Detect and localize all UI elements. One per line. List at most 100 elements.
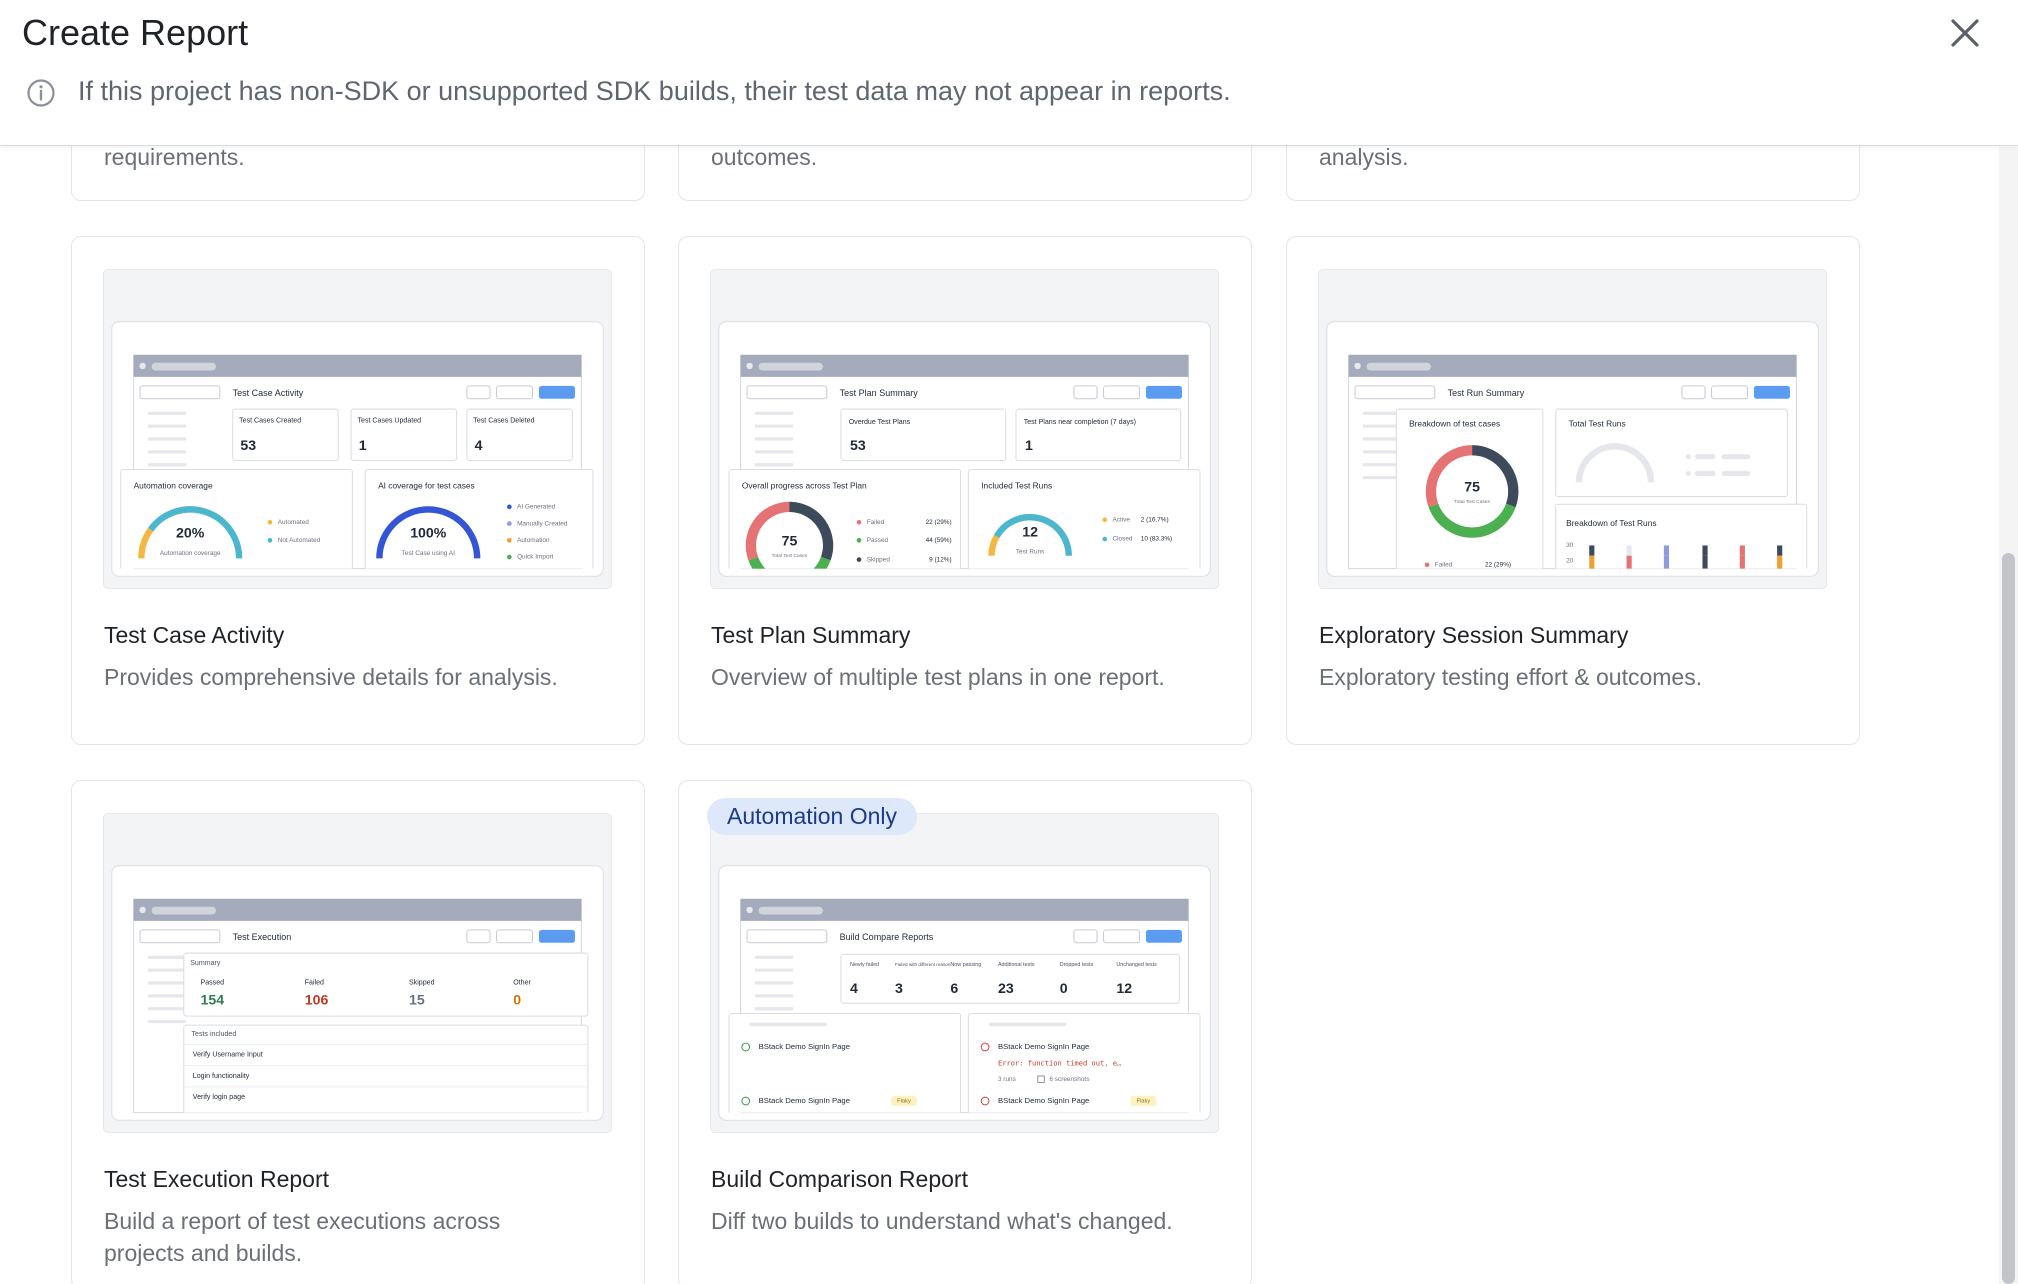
test-name: BStack Demo SignIn Page: [998, 1042, 1089, 1051]
legend-label: AI Generated: [517, 504, 556, 511]
toolbar-button: [1753, 385, 1790, 399]
gauge-caption: Automation coverage: [160, 550, 221, 557]
dropdown: [139, 385, 221, 400]
card-title: Test Case Activity: [104, 622, 285, 648]
window-dot: [139, 906, 146, 914]
stat-value: 12: [1116, 980, 1132, 996]
placeholder-line: [1721, 454, 1751, 460]
stat-value: 3: [895, 980, 903, 996]
panel-title: Total Test Runs: [1569, 419, 1626, 429]
tag: Flaky: [1136, 1099, 1150, 1105]
stat-label: Test Cases Updated: [358, 418, 422, 425]
sidebar-line: [1362, 475, 1402, 480]
stat-label: Now passing: [950, 962, 981, 968]
window-bar: [740, 899, 1189, 921]
legend-label: Passed: [867, 537, 889, 544]
toolbar-button: [495, 385, 534, 400]
donut-value: 75: [1464, 478, 1480, 494]
window-tab: [758, 362, 823, 371]
stat-label: Test Plans near completion (7 days): [1024, 419, 1136, 426]
legend-dot: [507, 504, 512, 510]
report-card[interactable]: Build Compare Reports Newly failed 4 Failed…: [678, 780, 1252, 1284]
donut-caption: Total Test Cases: [1454, 499, 1490, 505]
legend-dot: [507, 521, 512, 526]
bar-segment: [1663, 545, 1670, 556]
panel: [728, 469, 962, 569]
card-description: Provides comprehensive details for analy…: [104, 664, 558, 690]
report-card[interactable]: Test Execution Summary Passed 154 Failed 106 S…: [71, 780, 645, 1284]
stat-box: [466, 408, 573, 462]
stat-label: Failed: [305, 980, 324, 987]
stat-value: 1: [359, 437, 367, 453]
error-text: Error: function timed out, e…: [998, 1059, 1121, 1068]
toolbar-button: [538, 929, 575, 943]
gauge-caption: Test Case using AI: [402, 550, 455, 557]
sidebar-line: [754, 463, 794, 467]
report-card[interactable]: Test Run Summary Breakdown of test cases 7…: [1286, 236, 1860, 745]
stat-label: Unchanged tests: [1116, 962, 1157, 968]
legend-value: 22 (29%): [1485, 561, 1511, 568]
placeholder-line: [749, 1022, 827, 1027]
sidebar-line: [147, 955, 187, 959]
gauge-arc: [138, 527, 154, 559]
panel: [183, 952, 589, 1017]
card-description: requirements.: [104, 144, 245, 170]
window-tab: [151, 362, 216, 371]
legend-label: Automation: [517, 537, 550, 544]
test-name: Login functionality: [193, 1073, 250, 1080]
panel-title: Automation coverage: [134, 480, 213, 490]
stat-value: 4: [850, 980, 858, 996]
stat-label: Failed with different reason: [895, 962, 951, 967]
legend-value: 2 (16.7%): [1141, 516, 1169, 523]
toolbar-button: [1681, 385, 1706, 400]
sidebar-line: [1362, 437, 1402, 441]
sidebar-line: [754, 994, 794, 998]
legend-dot: [1424, 562, 1430, 568]
dropdown: [746, 929, 828, 944]
stat-box: [840, 953, 1180, 1004]
placeholder-dot: [1685, 470, 1691, 476]
stat-value: 15: [409, 991, 425, 1007]
stat-value: 53: [240, 437, 256, 453]
stat-box: [1015, 408, 1182, 462]
stat-box: [350, 408, 458, 462]
card-description: Build a report of test executions across…: [104, 1208, 501, 1266]
stat-label: Test Cases Created: [239, 418, 301, 425]
donut-arc: [1471, 445, 1519, 508]
panel-title: Tests included: [192, 1031, 237, 1038]
report-card[interactable]: Test Case Activity Test Cases Created 53 Te…: [71, 236, 645, 745]
report-preview: Test Run Summary Breakdown of test cases 7…: [1318, 269, 1827, 589]
bar-segment: [1589, 545, 1595, 556]
dropdown: [139, 929, 221, 944]
sidebar-line: [147, 1019, 187, 1024]
info-icon: [27, 79, 55, 107]
legend-dot: [856, 519, 862, 525]
stat-box: [840, 408, 1007, 462]
preview-heading: Build Compare Reports: [840, 932, 934, 942]
notice-text: If this project has non-SDK or unsupport…: [78, 76, 1231, 106]
bar-segment: [1702, 545, 1708, 556]
panel-title: Breakdown of Test Runs: [1566, 518, 1656, 528]
legend-dot: [856, 537, 862, 543]
scrollbar-thumb[interactable]: [2002, 553, 2015, 1284]
window-tab: [1366, 362, 1431, 371]
stat-label: Dropped tests: [1060, 962, 1094, 968]
card-title: Build Comparison Report: [711, 1166, 968, 1192]
bar-segment: [1777, 545, 1783, 556]
sidebar-line: [147, 968, 187, 972]
toolbar-button: [466, 385, 491, 400]
dropdown: [1354, 385, 1436, 400]
legend-value: 44 (59%): [926, 537, 952, 544]
report-card[interactable]: Test Plan Summary Overdue Test Plans 53 Tes…: [678, 236, 1252, 745]
stat-value: 154: [201, 991, 225, 1007]
legend-dot: [1102, 536, 1108, 542]
gauge-caption: Test Runs: [1016, 549, 1045, 556]
report-preview: Test ExecutionSummaryPassed154Failed106S…: [103, 813, 612, 1133]
legend-label: Failed: [1435, 561, 1453, 568]
panel: [1395, 408, 1544, 569]
close-button[interactable]: [1948, 16, 1982, 50]
axis-tick: 30: [1566, 542, 1574, 549]
panel-title: Included Test Runs: [981, 480, 1052, 490]
sidebar-line: [754, 955, 794, 959]
